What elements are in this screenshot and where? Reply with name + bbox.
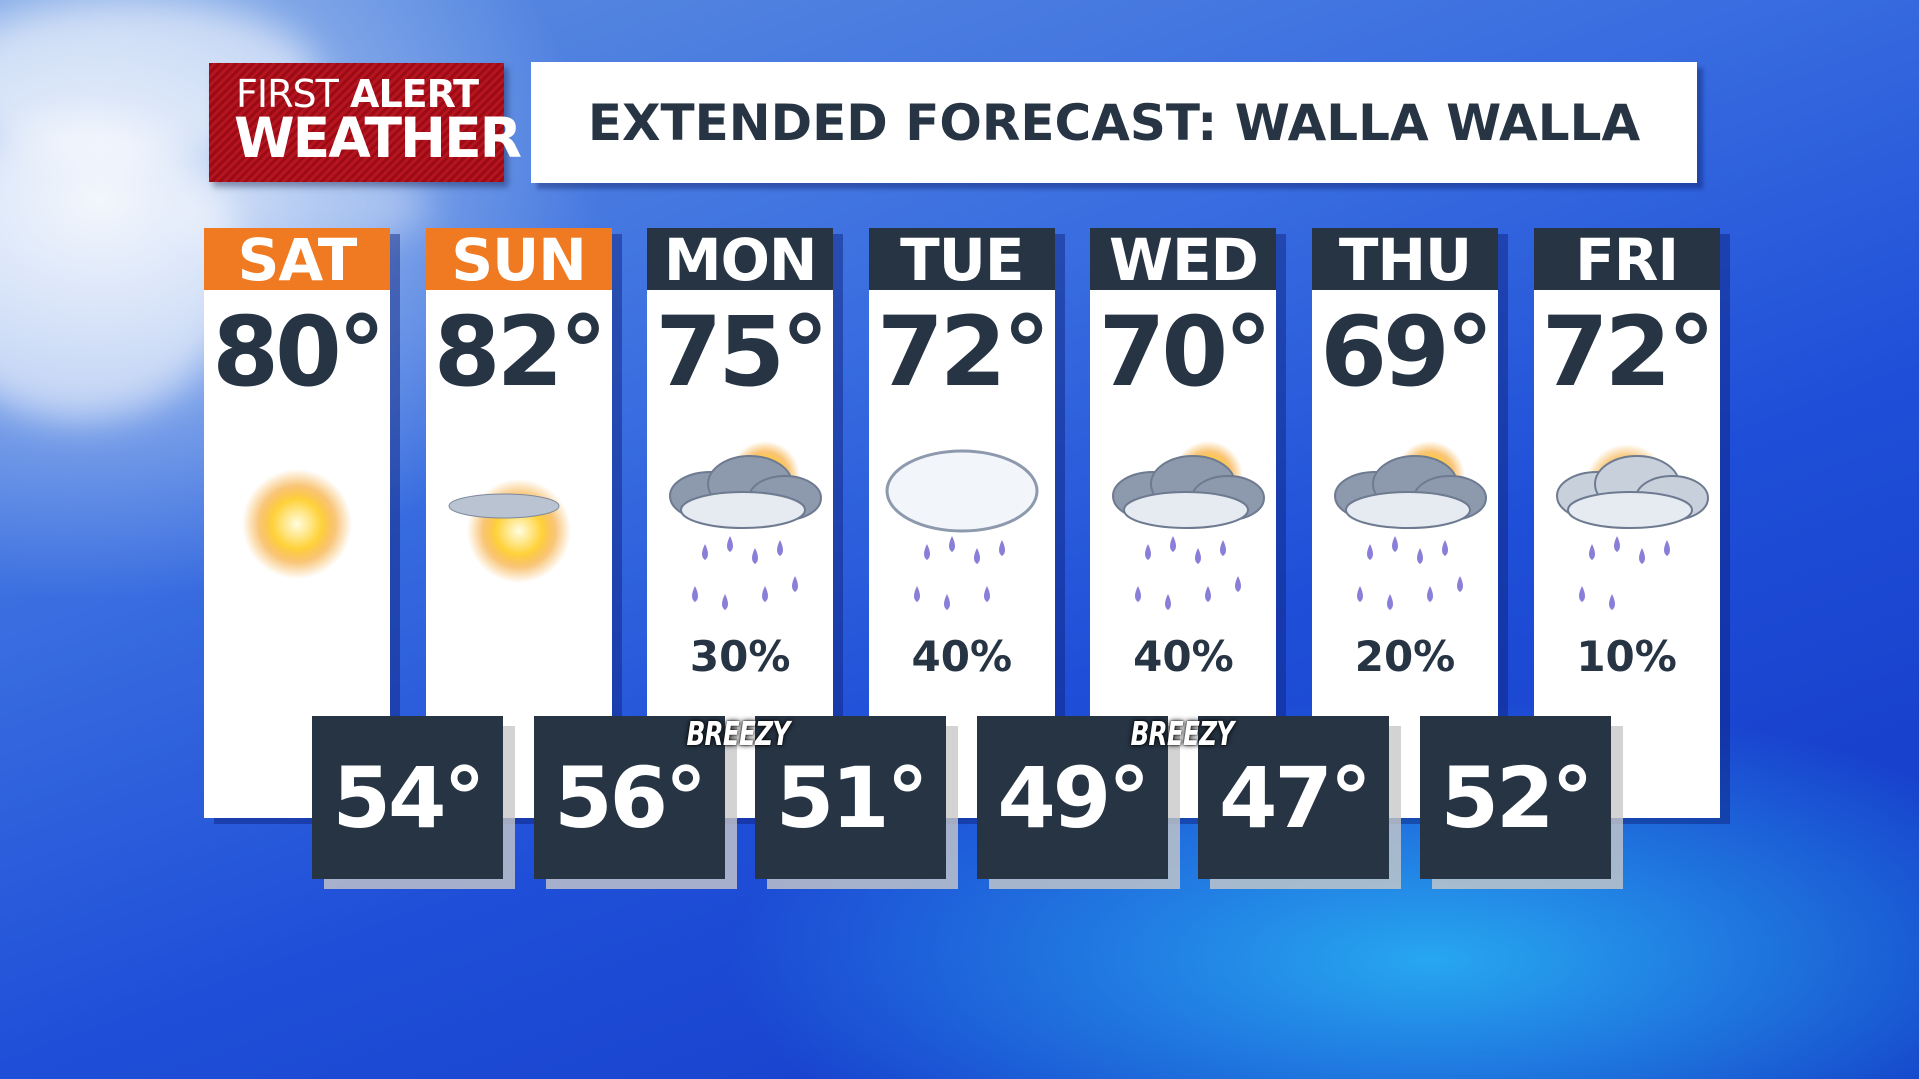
page-title: EXTENDED FORECAST: WALLA WALLA: [531, 62, 1697, 183]
high-temp: 82°: [433, 296, 608, 408]
low-temp: 51°: [755, 716, 947, 879]
high-temp: 75°: [655, 296, 829, 408]
precip-chance: 30%: [689, 632, 791, 681]
showers-partly-cloudy-icon: [669, 441, 823, 610]
day-card-sat: SAT 80°: [204, 228, 390, 818]
day-card-fri: FRI 72° 10%: [1533, 228, 1720, 818]
logo-text: ALERT: [350, 72, 479, 116]
day-label: TUE: [868, 228, 1055, 292]
mostly-sunny-icon: [448, 479, 571, 583]
low-temp: 47°: [1198, 716, 1390, 879]
breezy-note: BREEZY: [686, 714, 790, 753]
low-temp: 49°: [976, 716, 1168, 879]
day-label: FRI: [1533, 228, 1720, 292]
low-temp: 52°: [1420, 716, 1611, 879]
day-label: MON: [647, 228, 834, 292]
precip-chance: 20%: [1354, 632, 1456, 681]
title-text: EXTENDED FORECAST: WALLA WALLA: [587, 93, 1641, 152]
high-temp: 69°: [1320, 296, 1494, 408]
showers-partly-sunny-icon: [1555, 444, 1709, 610]
day-label: THU: [1312, 228, 1498, 292]
high-temp: 72°: [1541, 296, 1716, 408]
breezy-note: BREEZY: [1130, 714, 1234, 753]
precip-chance: 10%: [1576, 632, 1677, 681]
first-alert-weather-logo: FIRST ALERT WEATHER: [209, 63, 522, 182]
showers-partly-cloudy-icon: [1112, 441, 1266, 610]
day-label: SAT: [204, 228, 390, 292]
low-temp: 56°: [533, 716, 725, 879]
precip-chance: 40%: [911, 632, 1013, 681]
day-label: WED: [1090, 228, 1277, 292]
high-temp: 70°: [1098, 296, 1273, 408]
showers-cloudy-icon: [885, 449, 1039, 610]
logo-text: FIRST: [236, 72, 339, 116]
logo-text: WEATHER: [234, 106, 522, 170]
low-temp: 54°: [312, 716, 503, 879]
high-temp: 72°: [877, 296, 1051, 408]
showers-partly-cloudy-icon: [1334, 441, 1487, 610]
sunny-icon: [242, 469, 352, 579]
high-temp: 80°: [212, 296, 386, 408]
precip-chance: 40%: [1133, 632, 1234, 681]
day-label: SUN: [425, 228, 612, 292]
